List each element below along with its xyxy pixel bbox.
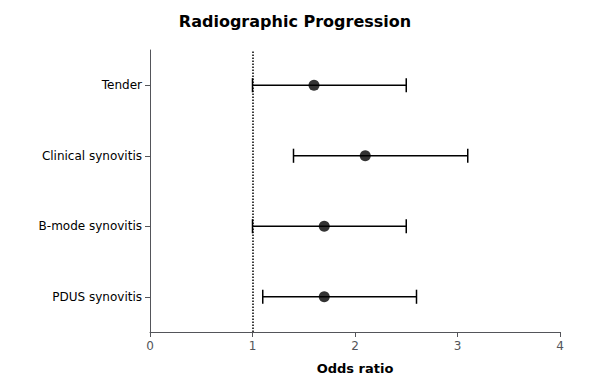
svg-text:Tender: Tender [101, 78, 142, 92]
svg-text:2: 2 [351, 339, 359, 353]
svg-text:3: 3 [454, 339, 462, 353]
svg-text:1: 1 [249, 339, 257, 353]
svg-text:Odds ratio: Odds ratio [317, 361, 394, 376]
svg-text:0: 0 [146, 339, 154, 353]
svg-text:Radiographic Progression: Radiographic Progression [179, 12, 411, 31]
svg-text:PDUS synovitis: PDUS synovitis [52, 290, 142, 304]
svg-text:B-mode synovitis: B-mode synovitis [39, 219, 142, 233]
svg-text:Clinical synovitis: Clinical synovitis [42, 149, 142, 163]
svg-text:4: 4 [556, 339, 564, 353]
